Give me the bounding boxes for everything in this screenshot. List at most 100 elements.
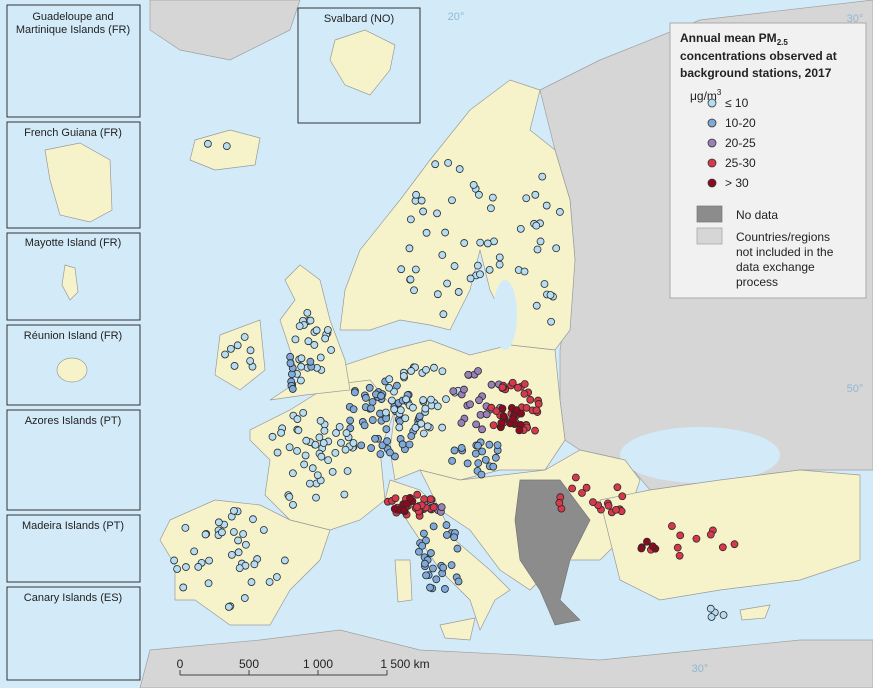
station bbox=[346, 416, 355, 425]
station bbox=[250, 560, 259, 569]
excluded-swatch bbox=[696, 227, 723, 245]
station bbox=[417, 419, 426, 428]
legend-label: 10-20 bbox=[725, 116, 756, 130]
station bbox=[555, 499, 564, 507]
inset-label: Réunion Island (FR) bbox=[24, 330, 122, 342]
station bbox=[306, 316, 315, 325]
station bbox=[317, 452, 326, 461]
station bbox=[423, 422, 432, 431]
station bbox=[499, 412, 508, 421]
station bbox=[285, 443, 294, 452]
station bbox=[240, 333, 249, 341]
station bbox=[395, 423, 404, 432]
station bbox=[489, 421, 498, 430]
station bbox=[335, 422, 344, 431]
station bbox=[328, 467, 337, 476]
station bbox=[418, 541, 427, 550]
station bbox=[487, 380, 496, 389]
station bbox=[429, 522, 438, 531]
station bbox=[476, 238, 485, 247]
station bbox=[246, 357, 255, 365]
station bbox=[293, 446, 301, 455]
station bbox=[491, 453, 500, 462]
station bbox=[532, 406, 541, 415]
station bbox=[289, 500, 297, 509]
station bbox=[297, 362, 306, 371]
station bbox=[406, 275, 415, 284]
station bbox=[730, 540, 739, 549]
station bbox=[520, 380, 529, 388]
station bbox=[532, 301, 541, 310]
station bbox=[301, 451, 310, 460]
station bbox=[438, 367, 447, 376]
station bbox=[460, 239, 469, 247]
inset-label: Martinique Islands (FR) bbox=[16, 24, 130, 36]
station bbox=[428, 564, 437, 573]
station bbox=[442, 531, 451, 539]
legend-label: process bbox=[736, 275, 778, 289]
station bbox=[247, 578, 256, 586]
station bbox=[272, 573, 281, 581]
station bbox=[676, 531, 685, 540]
station bbox=[399, 372, 408, 380]
station bbox=[578, 489, 586, 497]
station bbox=[285, 492, 294, 501]
station bbox=[441, 585, 449, 593]
station bbox=[533, 245, 542, 254]
station bbox=[443, 279, 452, 288]
station bbox=[203, 139, 212, 148]
station bbox=[719, 611, 728, 619]
station bbox=[291, 335, 300, 344]
station bbox=[412, 190, 420, 199]
legend-marker bbox=[707, 178, 717, 188]
station bbox=[405, 440, 414, 449]
graticule-label: 20° bbox=[448, 11, 465, 23]
station bbox=[249, 515, 257, 524]
station bbox=[442, 395, 450, 404]
station bbox=[385, 383, 393, 392]
inset-frame bbox=[6, 514, 141, 583]
station bbox=[431, 160, 440, 169]
station bbox=[447, 561, 456, 569]
station bbox=[613, 483, 622, 492]
station bbox=[532, 221, 541, 230]
station bbox=[439, 563, 448, 572]
station bbox=[453, 544, 462, 553]
station bbox=[367, 404, 375, 413]
station bbox=[476, 270, 484, 279]
station bbox=[441, 228, 450, 237]
station bbox=[495, 253, 504, 262]
station bbox=[495, 260, 504, 269]
station bbox=[419, 207, 428, 216]
station bbox=[422, 365, 430, 374]
station bbox=[406, 215, 415, 224]
station bbox=[438, 251, 447, 259]
station bbox=[376, 450, 385, 459]
station bbox=[460, 385, 468, 394]
station bbox=[450, 446, 459, 455]
station bbox=[235, 564, 244, 572]
station bbox=[273, 448, 282, 457]
station bbox=[300, 460, 309, 469]
station bbox=[422, 228, 431, 237]
station bbox=[342, 429, 351, 437]
station bbox=[427, 549, 435, 557]
station bbox=[360, 421, 369, 430]
scale-label: 1 000 bbox=[303, 657, 333, 671]
station bbox=[302, 436, 311, 445]
station bbox=[475, 190, 483, 199]
station bbox=[706, 604, 715, 613]
station bbox=[427, 395, 435, 404]
station bbox=[473, 261, 482, 270]
station bbox=[194, 563, 203, 571]
station bbox=[340, 490, 349, 499]
station bbox=[350, 388, 359, 397]
station bbox=[478, 447, 487, 456]
station bbox=[675, 551, 684, 560]
station bbox=[413, 490, 422, 499]
station bbox=[442, 521, 451, 529]
legend-label: Countries/regions bbox=[736, 230, 830, 244]
station bbox=[214, 518, 223, 527]
station bbox=[288, 385, 297, 393]
